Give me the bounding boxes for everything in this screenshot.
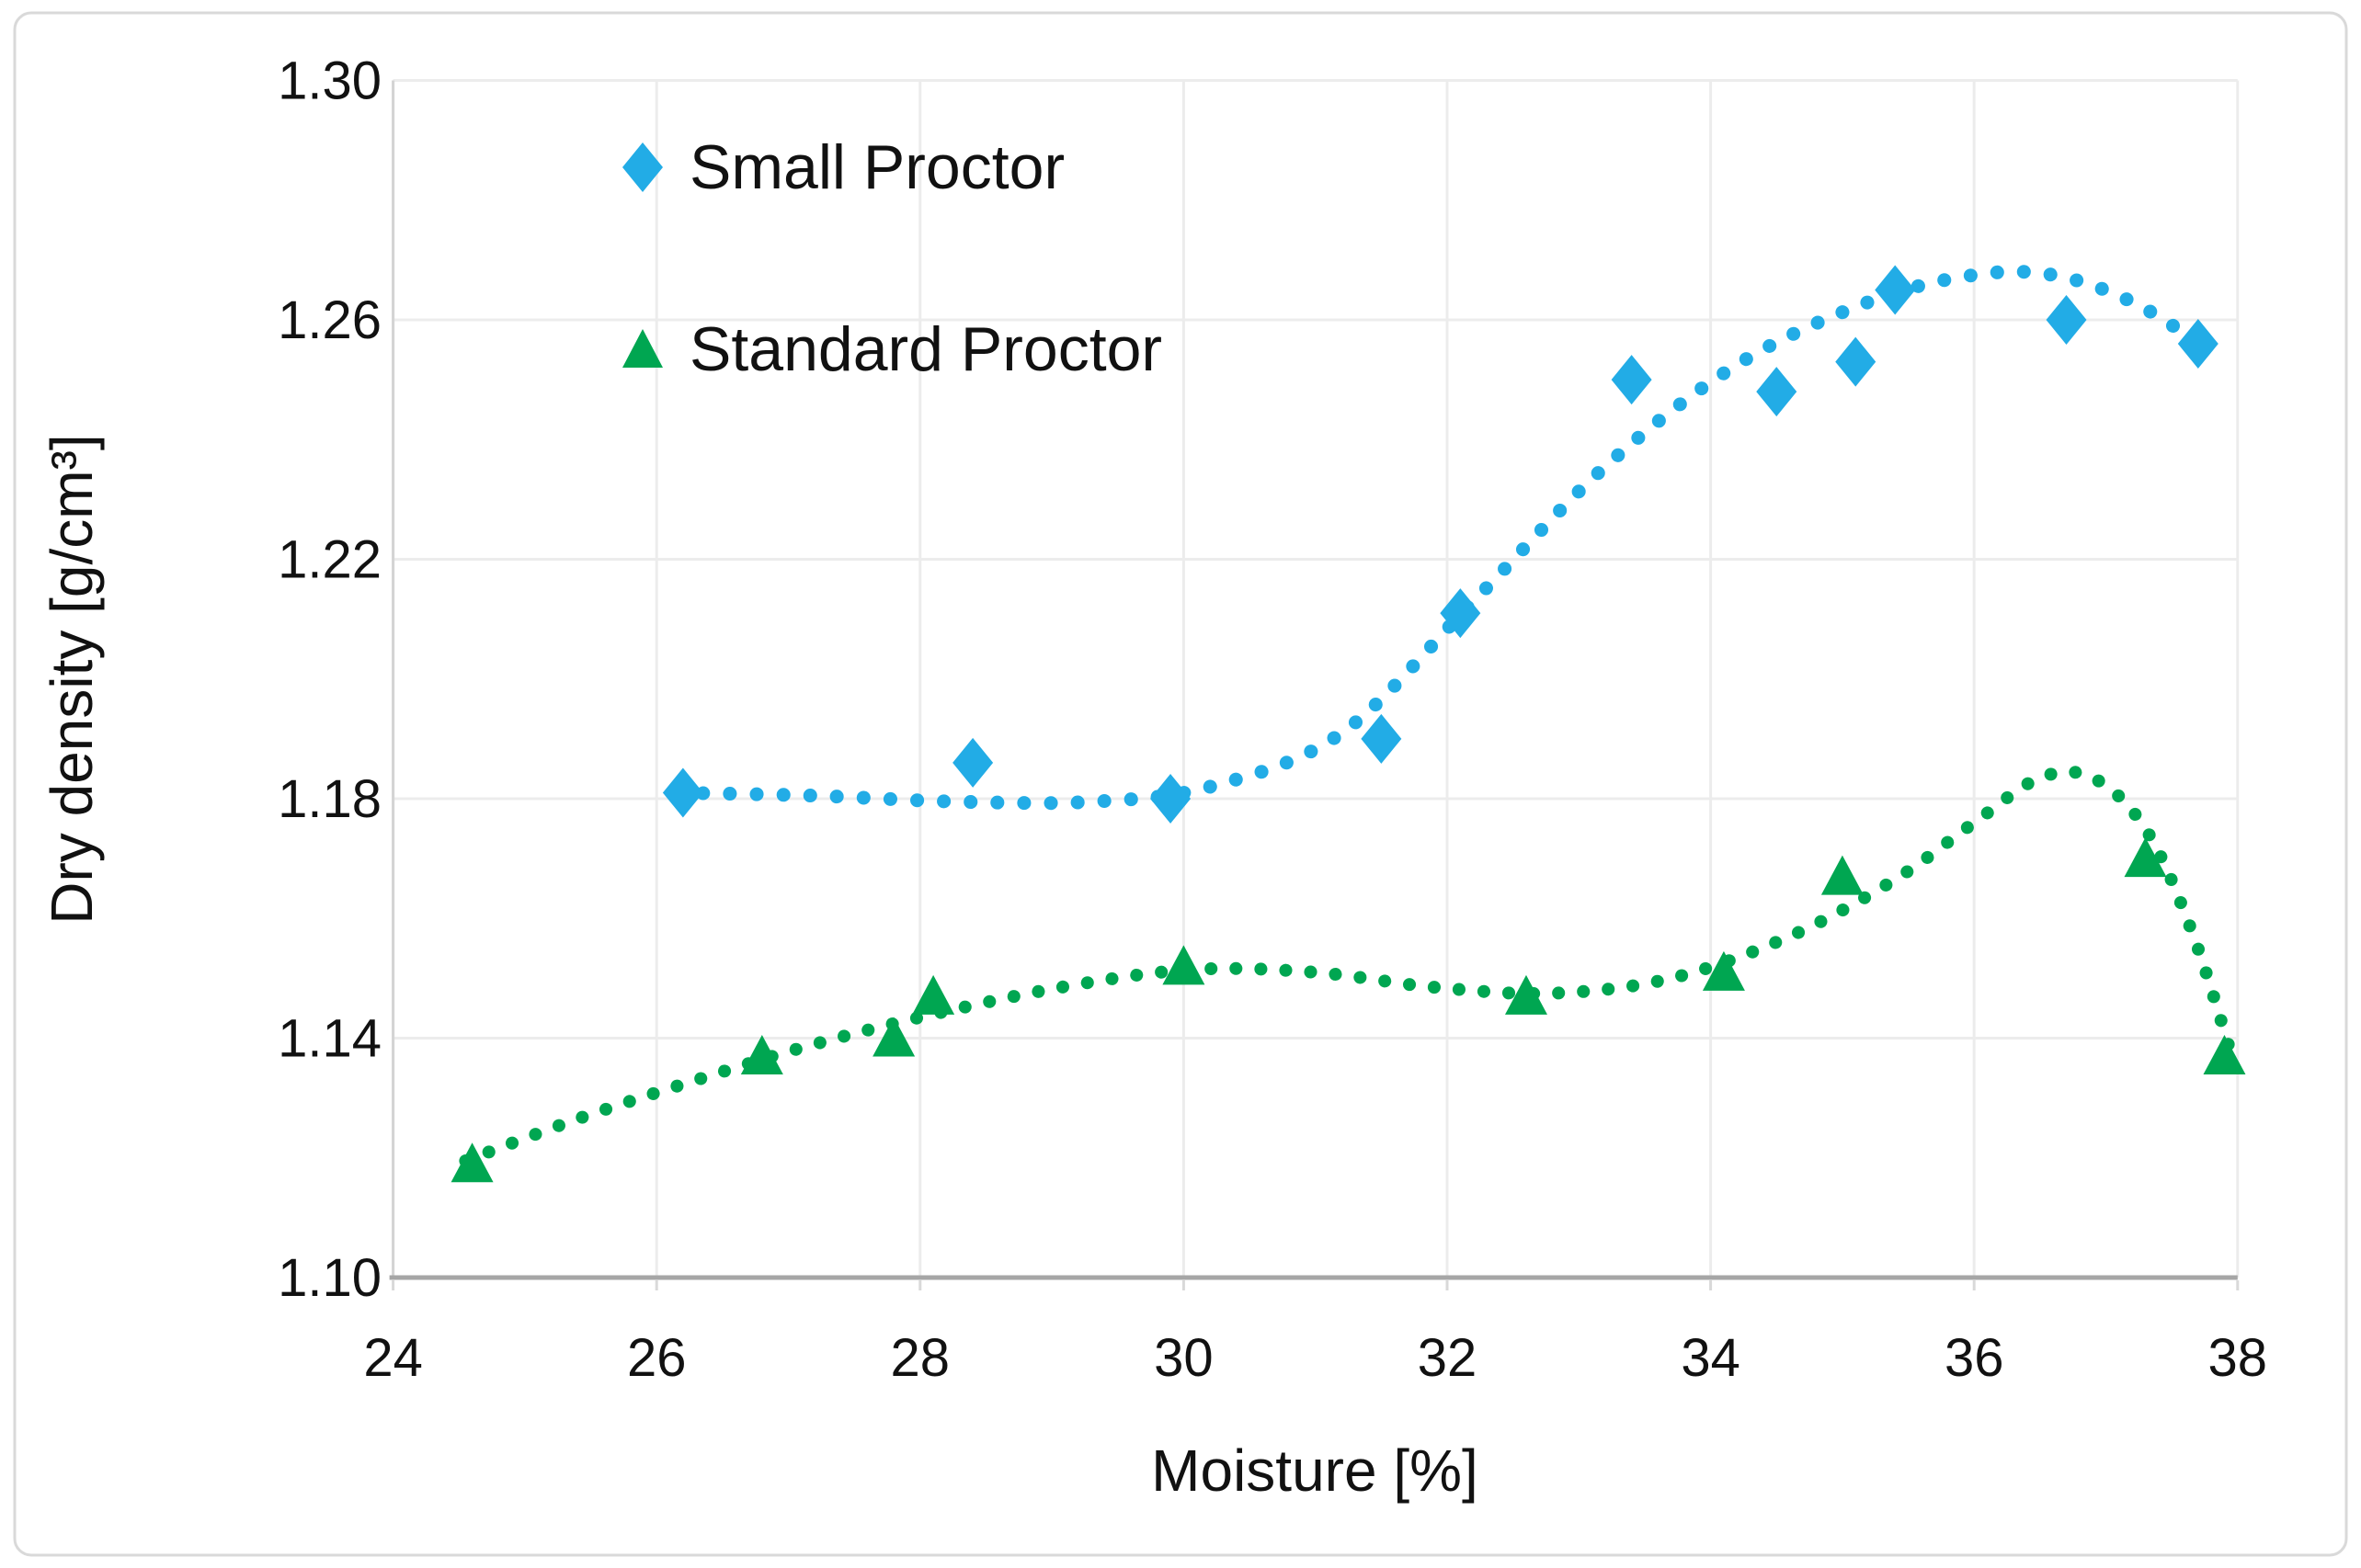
x-tick-label: 26 — [627, 1328, 687, 1388]
axis-lines — [389, 80, 2240, 1290]
data-point-diamond — [2046, 295, 2087, 345]
legend: Small Proctor Standard Proctor — [622, 132, 1162, 384]
data-point-triangle — [912, 974, 955, 1015]
legend-label-small-proctor: Small Proctor — [690, 132, 1065, 202]
x-tick-label: 36 — [1945, 1328, 2004, 1388]
y-tick-label: 1.22 — [278, 530, 382, 590]
x-tick-label: 32 — [1418, 1328, 1477, 1388]
x-axis-title: Moisture [%] — [1151, 1437, 1478, 1504]
data-point-diamond — [1361, 713, 1402, 764]
y-tick-label: 1.18 — [278, 769, 382, 829]
series-standard-proctor — [451, 765, 2246, 1183]
legend-label-standard-proctor: Standard Proctor — [690, 314, 1162, 384]
data-point-diamond — [1875, 265, 1916, 315]
data-point-triangle — [740, 1035, 783, 1075]
x-tick-label: 34 — [1681, 1328, 1740, 1388]
data-point-diamond — [952, 737, 994, 788]
x-tick-label: 24 — [363, 1328, 423, 1388]
x-tick-label: 30 — [1154, 1328, 1214, 1388]
data-point-diamond — [1150, 774, 1192, 824]
data-point-diamond — [2177, 319, 2218, 369]
data-point-triangle — [451, 1142, 494, 1183]
legend-marker-standard-proctor-triangle-icon — [622, 329, 663, 368]
x-tick-label: 28 — [891, 1328, 951, 1388]
legend-marker-small-proctor-diamond-icon — [622, 142, 663, 192]
trendline-dotted — [459, 765, 2238, 1167]
x-tick-label: 38 — [2208, 1328, 2268, 1388]
data-point-triangle — [2203, 1035, 2246, 1075]
data-point-triangle — [1702, 950, 1745, 991]
data-point-triangle — [1820, 855, 1864, 895]
series-small-proctor — [662, 265, 2218, 824]
tick-labels: 24 26 28 30 32 34 36 38 1.10 1.14 1.18 1.22 1.26 1.30 — [278, 51, 2267, 1389]
data-point-diamond — [1835, 336, 1876, 387]
data-point-triangle — [873, 1017, 916, 1057]
data-point-diamond — [1756, 367, 1797, 417]
data-point-diamond — [1440, 588, 1481, 639]
data-point-triangle — [2124, 837, 2167, 878]
data-point-diamond — [1611, 355, 1652, 405]
y-tick-label: 1.14 — [278, 1009, 382, 1069]
data-point-triangle — [1162, 945, 1205, 985]
y-tick-label: 1.10 — [278, 1248, 382, 1308]
data-point-diamond — [662, 767, 703, 818]
series-layer — [451, 265, 2246, 1183]
data-point-triangle — [1504, 974, 1547, 1015]
y-tick-label: 1.30 — [278, 51, 382, 111]
y-axis-title: Dry density [g/cm³] — [39, 434, 105, 924]
y-tick-label: 1.26 — [278, 290, 382, 350]
